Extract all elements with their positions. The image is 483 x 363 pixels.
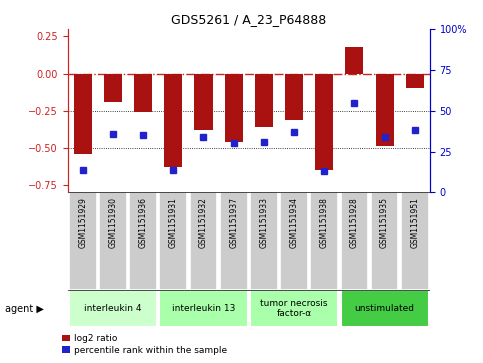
Text: unstimulated: unstimulated [355, 304, 414, 313]
Bar [311, 192, 338, 290]
Text: GSM1151929: GSM1151929 [78, 197, 87, 248]
Text: GSM1151931: GSM1151931 [169, 197, 178, 248]
Bar [345, 47, 364, 74]
Text: GSM1151936: GSM1151936 [139, 197, 148, 248]
Bar [341, 290, 429, 327]
Text: GSM1151933: GSM1151933 [259, 197, 269, 248]
Bar [285, 74, 303, 120]
Bar [315, 74, 333, 170]
Text: GSM1151928: GSM1151928 [350, 197, 359, 248]
Bar [255, 74, 273, 127]
Bar [159, 290, 247, 327]
Bar [69, 290, 157, 327]
Bar [220, 192, 248, 290]
Bar [250, 192, 278, 290]
Bar [376, 74, 394, 146]
Bar [104, 74, 122, 102]
Bar [225, 74, 242, 142]
Bar [159, 192, 187, 290]
Bar [189, 192, 217, 290]
Text: tumor necrosis
factor-α: tumor necrosis factor-α [260, 299, 328, 318]
Text: GSM1151951: GSM1151951 [410, 197, 419, 248]
Text: GSM1151932: GSM1151932 [199, 197, 208, 248]
Text: GSM1151935: GSM1151935 [380, 197, 389, 248]
Bar [134, 74, 152, 112]
Text: interleukin 4: interleukin 4 [84, 304, 142, 313]
Text: agent ▶: agent ▶ [5, 303, 43, 314]
Bar [69, 192, 97, 290]
Bar [99, 192, 127, 290]
Bar [164, 74, 183, 167]
Text: GSM1151930: GSM1151930 [108, 197, 117, 248]
Bar [401, 192, 429, 290]
Text: GSM1151938: GSM1151938 [320, 197, 329, 248]
Bar [250, 290, 338, 327]
Bar [195, 74, 213, 130]
Title: GDS5261 / A_23_P64888: GDS5261 / A_23_P64888 [171, 13, 327, 26]
Text: GSM1151937: GSM1151937 [229, 197, 238, 248]
Bar [280, 192, 308, 290]
Text: GSM1151934: GSM1151934 [289, 197, 298, 248]
Bar [129, 192, 157, 290]
Bar [341, 192, 368, 290]
Bar [406, 74, 424, 89]
Bar [73, 74, 92, 154]
Text: interleukin 13: interleukin 13 [172, 304, 235, 313]
Legend: log2 ratio, percentile rank within the sample: log2 ratio, percentile rank within the s… [62, 334, 227, 355]
Bar [371, 192, 398, 290]
